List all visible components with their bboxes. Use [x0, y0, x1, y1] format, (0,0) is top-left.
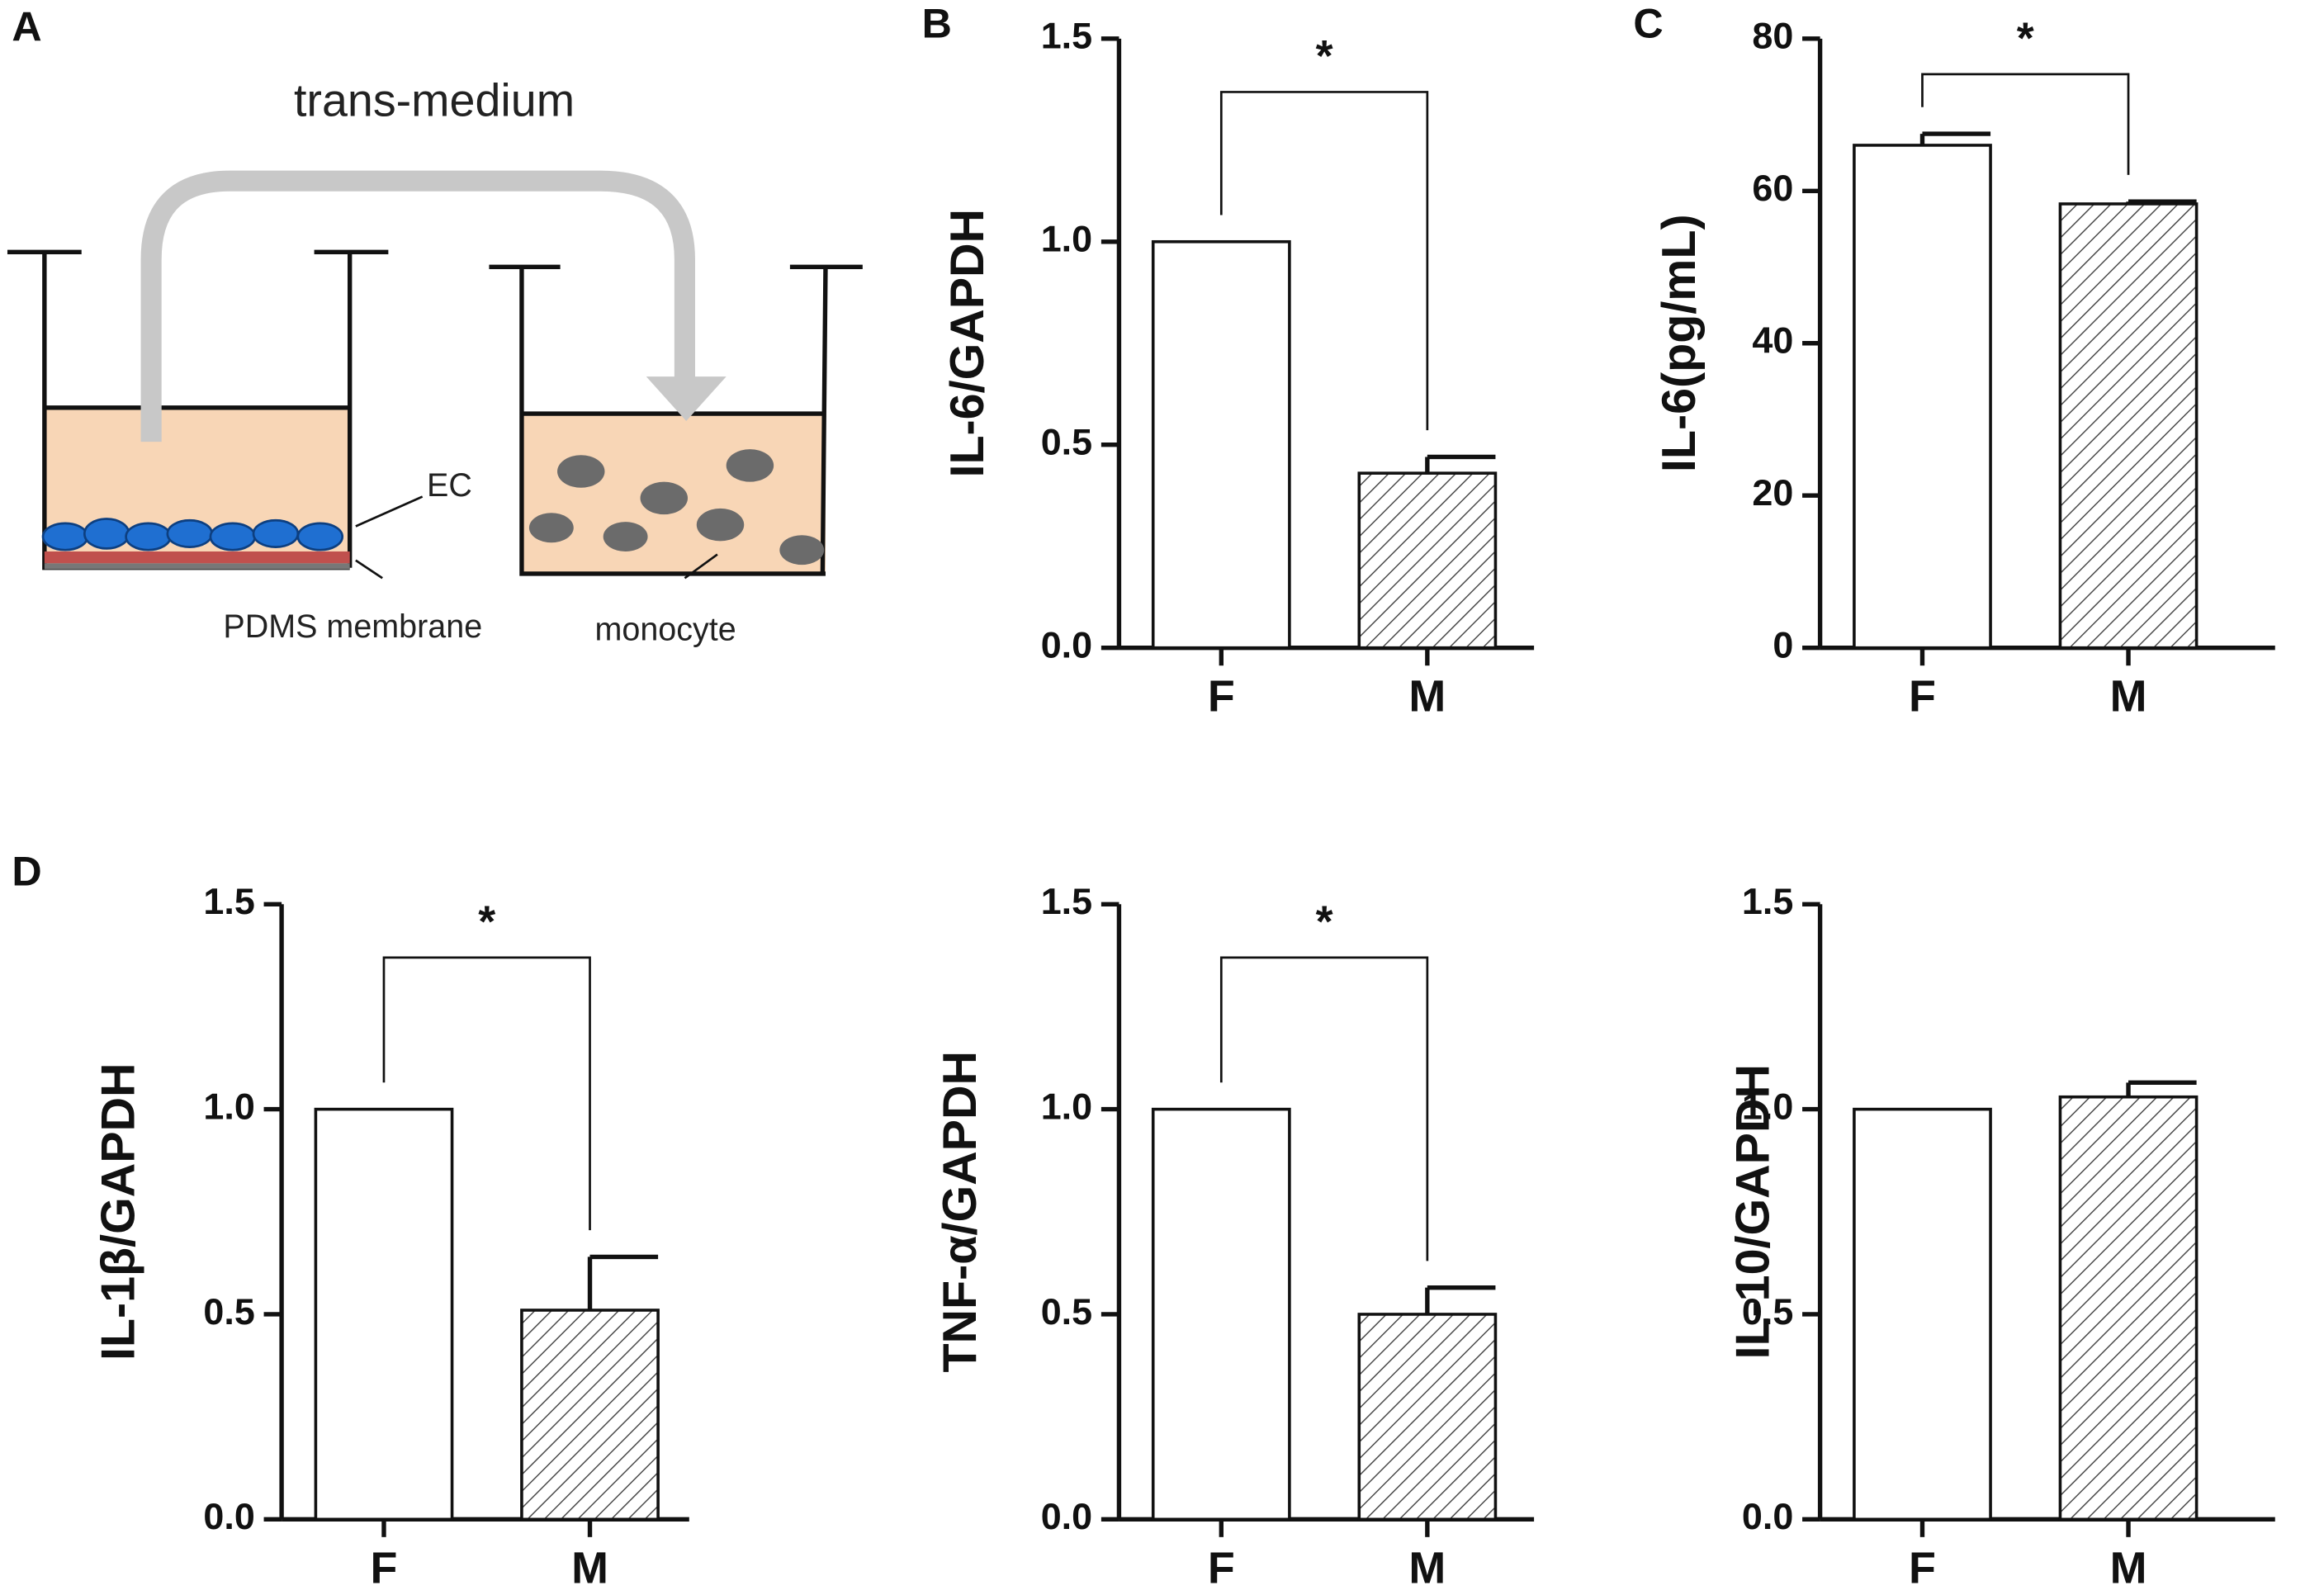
error-bar [1425, 1285, 1496, 1314]
bar [1151, 239, 1291, 650]
x-tick-label: M [2110, 1543, 2147, 1593]
error-bar [1425, 454, 1496, 474]
y-axis-label: IL-6(pg/mL) [1653, 214, 1706, 472]
x-tick-label: M [1408, 672, 1446, 722]
x-tick-label: F [371, 1543, 398, 1593]
y-axis-label: IL-6/GAPDH [941, 209, 994, 478]
y-tick-label: 80 [1752, 15, 1793, 57]
well [489, 264, 863, 576]
bar [520, 1309, 660, 1522]
y-axis-label: IL-10/GAPDH [1727, 1064, 1780, 1359]
y-tick-label: 0.5 [1742, 1290, 1793, 1332]
label: monocyte [594, 611, 736, 647]
bar [314, 1107, 454, 1522]
y-tick-label: 1.5 [203, 880, 254, 922]
bar [1853, 144, 1992, 650]
y-tick-label: 1.0 [203, 1085, 254, 1127]
diagram: A trans-medium EC PDMS membrane monocyte [7, 3, 863, 647]
x-tick-label: M [2110, 672, 2147, 722]
y-axis-label: IL-1β/GAPDH [92, 1063, 144, 1361]
bar [2058, 202, 2199, 650]
error-bar [2126, 1080, 2197, 1097]
bar [1151, 1107, 1291, 1522]
y-tick-label: 40 [1752, 319, 1793, 362]
arrow-label: trans-medium [294, 75, 575, 126]
significance-bracket [1219, 956, 1429, 1261]
y-tick-label: 0.5 [203, 1290, 254, 1332]
panel-label: A [12, 3, 41, 50]
arrow [140, 170, 695, 443]
y-tick-label: 1.5 [1742, 880, 1793, 922]
bar [1357, 471, 1498, 650]
label: PDMS membrane [223, 608, 482, 645]
x-tick-label: F [1909, 672, 1936, 722]
panel-label: D [12, 849, 41, 895]
significance-bracket [1219, 91, 1429, 431]
significance-bracket [382, 956, 591, 1231]
x-tick-label: F [1208, 672, 1235, 722]
monocytes [528, 449, 825, 566]
bar [2058, 1095, 2199, 1522]
significance-label: * [1316, 897, 1333, 947]
error-bar [1919, 131, 1991, 145]
y-tick-label: 1.0 [1041, 1085, 1092, 1127]
y-tick-label: 0.5 [1041, 421, 1092, 463]
y-tick-label: 20 [1752, 471, 1793, 514]
y-tick-label: 1.0 [1742, 1085, 1793, 1127]
panel-label: B [922, 1, 952, 47]
endothelial-cells [41, 518, 344, 551]
significance-label: * [478, 897, 495, 947]
x-tick-label: M [1408, 1543, 1446, 1593]
bar [1357, 1313, 1498, 1522]
significance-label: * [1316, 31, 1333, 81]
y-tick-label: 0.0 [1041, 1495, 1092, 1537]
y-tick-label: 1.0 [1041, 218, 1092, 260]
x-tick-label: F [1909, 1543, 1936, 1593]
membrane-base [44, 563, 350, 570]
y-tick-label: 0.5 [1041, 1290, 1092, 1332]
x-tick-label: M [571, 1543, 608, 1593]
y-tick-label: 0.0 [203, 1495, 254, 1537]
significance-label: * [2017, 14, 2034, 64]
y-tick-label: 60 [1752, 167, 1793, 209]
error-bar [2126, 199, 2197, 204]
y-tick-label: 1.5 [1041, 880, 1092, 922]
arrow-head [646, 376, 727, 421]
y-tick-label: 0.0 [1742, 1495, 1793, 1537]
label: EC [427, 467, 472, 504]
bar [1853, 1107, 1992, 1522]
significance-bracket [1921, 73, 2130, 175]
y-tick-label: 1.5 [1041, 15, 1092, 57]
pointer [355, 495, 718, 580]
y-tick-label: 0.0 [1041, 624, 1092, 666]
x-tick-label: F [1208, 1543, 1235, 1593]
panel-label: C [1633, 1, 1663, 47]
membrane [44, 551, 350, 564]
y-axis-label: TNF-α/GAPDH [934, 1051, 987, 1372]
y-tick-label: 0 [1773, 624, 1793, 666]
error-bar [587, 1254, 659, 1310]
